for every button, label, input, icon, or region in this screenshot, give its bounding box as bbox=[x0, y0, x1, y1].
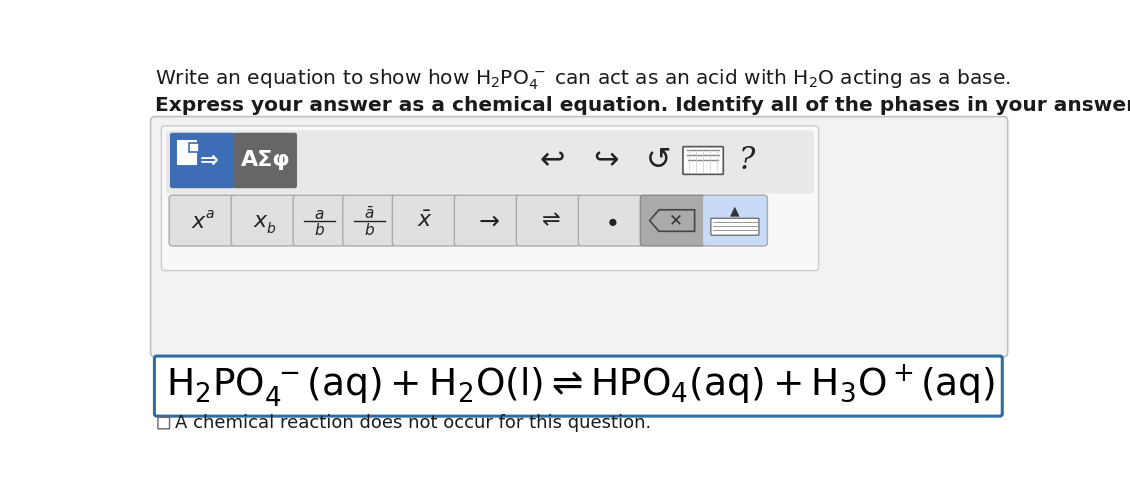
Text: $a$: $a$ bbox=[205, 207, 215, 221]
FancyBboxPatch shape bbox=[683, 147, 723, 174]
Text: $\bullet$: $\bullet$ bbox=[605, 209, 618, 232]
FancyBboxPatch shape bbox=[155, 356, 1002, 416]
Text: ▲: ▲ bbox=[730, 205, 740, 218]
FancyBboxPatch shape bbox=[703, 195, 767, 246]
Text: ✕: ✕ bbox=[669, 212, 683, 229]
FancyBboxPatch shape bbox=[150, 117, 1008, 357]
Text: $b$: $b$ bbox=[314, 222, 325, 238]
FancyBboxPatch shape bbox=[162, 126, 818, 271]
Text: A chemical reaction does not occur for this question.: A chemical reaction does not occur for t… bbox=[175, 414, 652, 432]
FancyBboxPatch shape bbox=[641, 195, 705, 246]
FancyBboxPatch shape bbox=[516, 195, 582, 246]
Text: Express your answer as a chemical equation. Identify all of the phases in your a: Express your answer as a chemical equati… bbox=[155, 96, 1130, 115]
FancyBboxPatch shape bbox=[293, 195, 346, 246]
FancyBboxPatch shape bbox=[158, 417, 170, 429]
Text: ↪: ↪ bbox=[593, 146, 619, 175]
Text: ↩: ↩ bbox=[539, 146, 565, 175]
FancyBboxPatch shape bbox=[579, 195, 643, 246]
FancyBboxPatch shape bbox=[711, 218, 759, 235]
Text: $\rightarrow$: $\rightarrow$ bbox=[473, 209, 501, 232]
Text: $b$: $b$ bbox=[267, 221, 277, 236]
Text: $\bar{a}$: $\bar{a}$ bbox=[364, 206, 374, 223]
FancyBboxPatch shape bbox=[234, 133, 297, 188]
FancyBboxPatch shape bbox=[232, 195, 296, 246]
Text: $\rightleftharpoons$: $\rightleftharpoons$ bbox=[537, 211, 560, 230]
FancyBboxPatch shape bbox=[170, 195, 234, 246]
Text: $\mathregular{H_2PO_4^{\ -}(aq) + H_2O(l) \rightleftharpoons HPO_4(aq) + H_3O^+(: $\mathregular{H_2PO_4^{\ -}(aq) + H_2O(l… bbox=[166, 363, 996, 409]
Text: $a$: $a$ bbox=[314, 207, 324, 222]
Text: ?: ? bbox=[739, 145, 756, 176]
Text: ⇒: ⇒ bbox=[200, 151, 219, 170]
Text: $x$: $x$ bbox=[253, 211, 269, 230]
FancyBboxPatch shape bbox=[342, 195, 396, 246]
Text: $b$: $b$ bbox=[364, 222, 374, 238]
FancyBboxPatch shape bbox=[454, 195, 520, 246]
Polygon shape bbox=[650, 210, 695, 231]
FancyBboxPatch shape bbox=[392, 195, 458, 246]
FancyBboxPatch shape bbox=[170, 133, 235, 188]
Text: Write an equation to show how $\mathrm{H_2PO_4^{\,-}}$ can act as an acid with $: Write an equation to show how $\mathrm{H… bbox=[155, 67, 1011, 92]
Bar bbox=[190, 143, 199, 152]
Text: $\bar{x}$: $\bar{x}$ bbox=[417, 211, 433, 231]
Text: ΑΣφ: ΑΣφ bbox=[241, 151, 290, 170]
Text: $x$: $x$ bbox=[191, 212, 207, 232]
FancyBboxPatch shape bbox=[166, 131, 814, 194]
Text: ↺: ↺ bbox=[646, 146, 671, 175]
Bar bbox=[179, 141, 195, 165]
